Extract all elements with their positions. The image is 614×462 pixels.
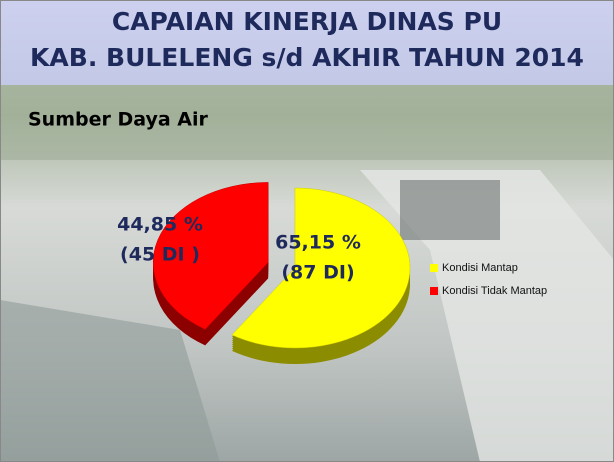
pie: 65,15 % (87 DI) 44,85 % (45 DI ) xyxy=(117,182,411,364)
legend-label: Kondisi Mantap xyxy=(442,262,518,274)
value-label: 65,15 % xyxy=(275,232,361,254)
legend-swatch xyxy=(430,287,438,295)
count-label: (87 DI) xyxy=(281,262,354,284)
title-line: CAPAIAN KINERJA DINAS PU xyxy=(112,7,502,36)
value-label: 44,85 % xyxy=(117,214,203,236)
trees xyxy=(0,85,614,160)
legend-label: Kondisi Tidak Mantap xyxy=(442,285,547,297)
culvert xyxy=(400,180,500,240)
count-label: (45 DI ) xyxy=(120,244,200,266)
title-band xyxy=(0,0,614,85)
water xyxy=(0,300,220,462)
slice xyxy=(231,187,411,349)
slice xyxy=(152,182,269,330)
subtitle: Sumber Daya Air xyxy=(28,109,209,131)
legend-swatch xyxy=(430,264,438,272)
title-line: KAB. BULELENG s/d AKHIR TAHUN 2014 xyxy=(30,43,584,72)
legend: Kondisi Mantap Kondisi Tidak Mantap xyxy=(430,262,547,297)
canal-wall xyxy=(360,170,614,462)
